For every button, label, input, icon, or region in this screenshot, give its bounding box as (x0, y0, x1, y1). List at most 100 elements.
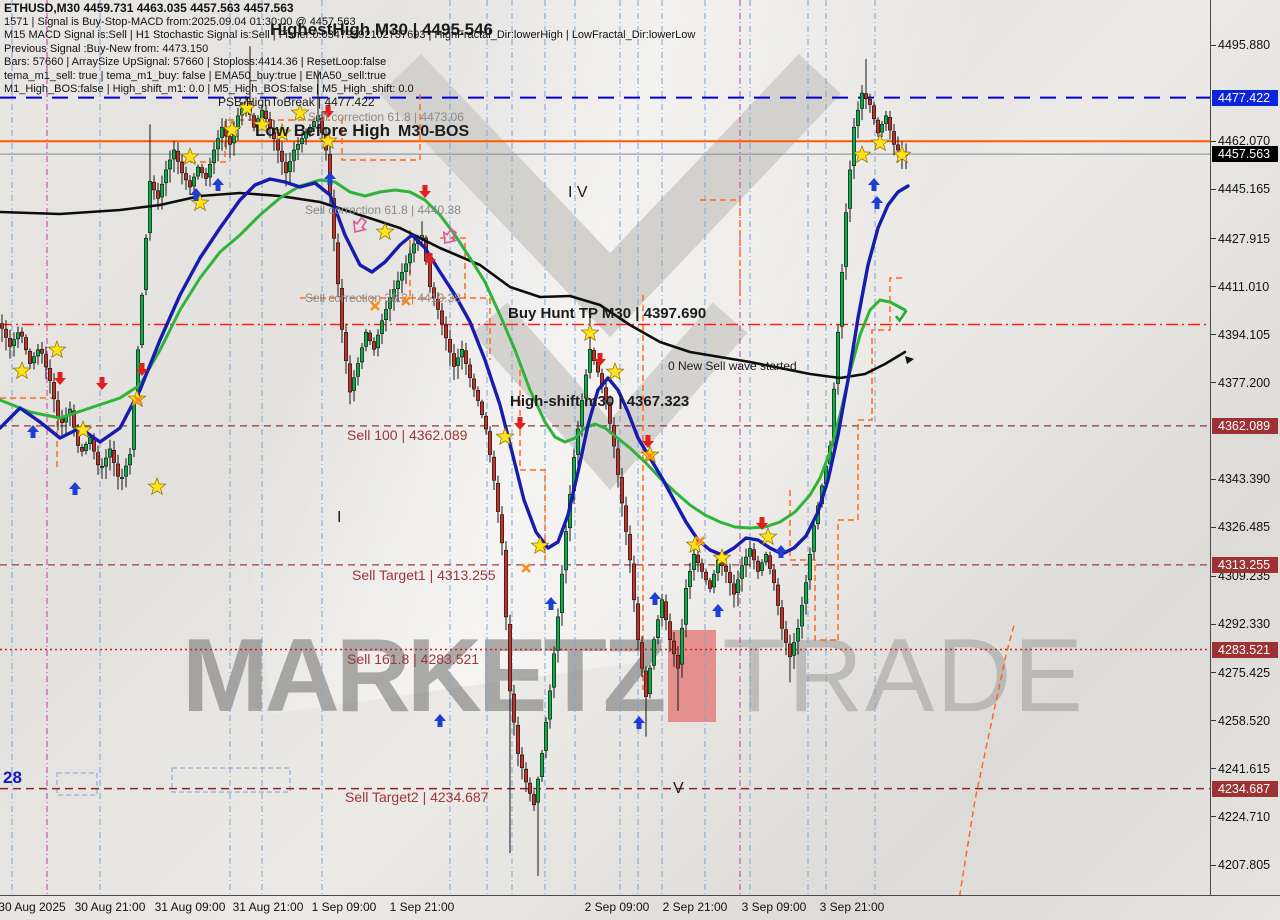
time-tick-label: 31 Aug 21:00 (232, 900, 304, 914)
candle-down (180, 162, 185, 174)
price-flag-label: 4362.089 (1212, 417, 1278, 434)
trailing-stop-line (440, 237, 466, 300)
trailing-stop-line (837, 277, 906, 640)
buy-arrow-icon (545, 597, 557, 610)
signal-star-icon (712, 547, 732, 567)
candle-down (200, 167, 205, 174)
candle-down (275, 139, 280, 151)
candle-up (132, 401, 137, 450)
price-tick-label: 4241.615 (1218, 761, 1271, 776)
tema-navy-line (0, 177, 910, 557)
signal-star-icon (870, 132, 890, 152)
candle-down (639, 642, 644, 669)
logo-chevron-small-icon (472, 302, 748, 490)
buy-arrow-icon (69, 482, 81, 495)
candle-up (387, 297, 392, 309)
price-flag-label: 4313.255 (1212, 556, 1278, 573)
candle-up (88, 437, 93, 444)
candle-up (795, 627, 800, 642)
candle-up (108, 448, 113, 458)
time-tick-label: 3 Sep 21:00 (819, 900, 885, 914)
candle-up (120, 477, 125, 479)
signal-star-icon (375, 221, 395, 241)
candle-down (263, 110, 268, 120)
candle-down (627, 534, 632, 561)
candle-up (735, 579, 740, 593)
candle-up (575, 428, 580, 455)
candle-down (339, 288, 344, 330)
candle-down (523, 768, 528, 783)
candle-up (799, 605, 804, 627)
candle-up (683, 588, 688, 625)
trailing-stop-line (700, 199, 741, 300)
candle-up (351, 377, 356, 391)
candle-up (407, 253, 412, 264)
price-axis[interactable]: 4495.880 4462.070 4445.165 4427.915 4411.010… (1210, 0, 1280, 895)
candle-down (603, 387, 608, 401)
candle-up (659, 599, 664, 619)
trailing-stop-line (0, 397, 58, 470)
candle-up (743, 556, 748, 566)
exit-cross-icon (695, 536, 705, 546)
chart-plot-area[interactable] (0, 0, 1210, 895)
candle-down (615, 448, 620, 475)
candle-up (543, 721, 548, 751)
buy-arrow-icon (633, 716, 645, 729)
candle-up (807, 553, 812, 581)
price-tick-label: 4258.520 (1218, 713, 1271, 728)
candle-up (355, 363, 360, 377)
candle-down (475, 389, 480, 401)
sell-arrow-icon (136, 363, 148, 376)
candle-down (591, 350, 596, 361)
candle-down (631, 563, 636, 601)
candle-down (675, 655, 680, 669)
signal-star-icon (252, 114, 272, 134)
candle-down (863, 93, 868, 100)
price-tick-mark (1211, 44, 1216, 46)
candle-up (104, 457, 109, 467)
signal-star-icon (272, 122, 292, 142)
price-tick-label: 4427.915 (1218, 231, 1271, 246)
candle-down (867, 99, 872, 105)
candle-up (803, 582, 808, 604)
candle-down (92, 438, 97, 452)
signal-star-icon (73, 419, 93, 439)
price-tick-mark (1211, 334, 1216, 336)
candle-down (431, 287, 436, 299)
candle-down (347, 363, 352, 393)
candle-up (679, 627, 684, 665)
candle-up (124, 465, 129, 477)
candle-up (455, 357, 460, 366)
time-axis[interactable]: 30 Aug 2025 30 Aug 21:00 31 Aug 09:00 31 Au… (0, 895, 1280, 920)
candle-down (487, 431, 492, 455)
candle-down (695, 554, 700, 564)
candle-up (311, 121, 316, 127)
candle-down (335, 242, 340, 285)
candle-down (731, 583, 736, 595)
signal-star-icon (852, 144, 872, 164)
candle-up (128, 454, 133, 466)
signal-star-icon (222, 119, 242, 139)
price-tick-label: 4224.710 (1218, 809, 1271, 824)
candle-down (188, 180, 193, 188)
price-flag-label: 4477.422 (1212, 89, 1278, 106)
candle-down (228, 136, 233, 145)
price-tick-label: 4207.805 (1218, 858, 1271, 873)
candle-down (51, 382, 56, 400)
signal-star-icon (758, 526, 778, 546)
buy-arrow-icon (27, 425, 39, 438)
candle-up (687, 571, 692, 588)
candle-up (883, 115, 888, 124)
price-tick-mark (1211, 286, 1216, 288)
breakout-hollow-arrow-icon (352, 216, 368, 233)
price-tick-mark (1211, 623, 1216, 625)
candle-down (755, 560, 760, 572)
signal-star-icon (530, 535, 550, 555)
price-tick-mark (1211, 188, 1216, 190)
candle-up (651, 639, 656, 666)
candle-up (12, 339, 17, 347)
price-tick-label: 4394.105 (1218, 327, 1271, 342)
candle-down (279, 150, 284, 162)
price-tick-mark (1211, 816, 1216, 818)
candle-down (439, 310, 444, 324)
